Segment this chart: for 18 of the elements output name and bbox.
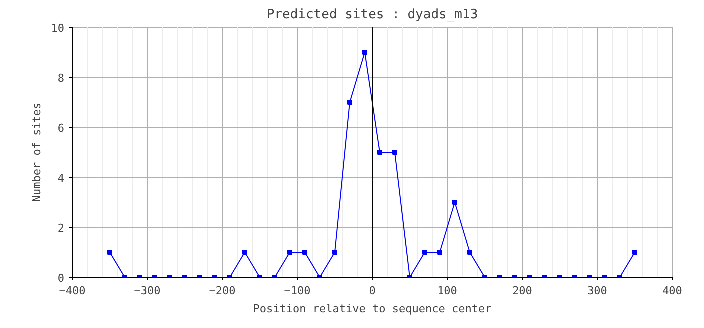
- x-tick-label: −400: [59, 284, 86, 298]
- x-tick-label: 300: [588, 284, 608, 298]
- y-tick-label: 10: [51, 22, 65, 35]
- y-tick-label: 4: [58, 172, 65, 185]
- x-tick-label: 400: [662, 284, 682, 298]
- y-axis-title: Number of sites: [30, 102, 44, 202]
- x-tick-label: 200: [512, 284, 532, 298]
- x-tick-label: 0: [369, 284, 376, 298]
- x-tick-label: −300: [134, 284, 161, 298]
- y-tick-label: 0: [58, 272, 64, 285]
- x-tick-label: −100: [284, 284, 311, 298]
- x-tick-label: 100: [438, 284, 458, 298]
- x-tick-label: −200: [209, 284, 236, 298]
- y-tick-label: 8: [58, 72, 64, 85]
- y-tick-label: 2: [58, 222, 64, 235]
- x-axis-title: Position relative to sequence center: [253, 302, 492, 316]
- y-tick-label: 6: [58, 122, 64, 135]
- chart-title: Predicted sites : dyads_m13: [266, 8, 478, 22]
